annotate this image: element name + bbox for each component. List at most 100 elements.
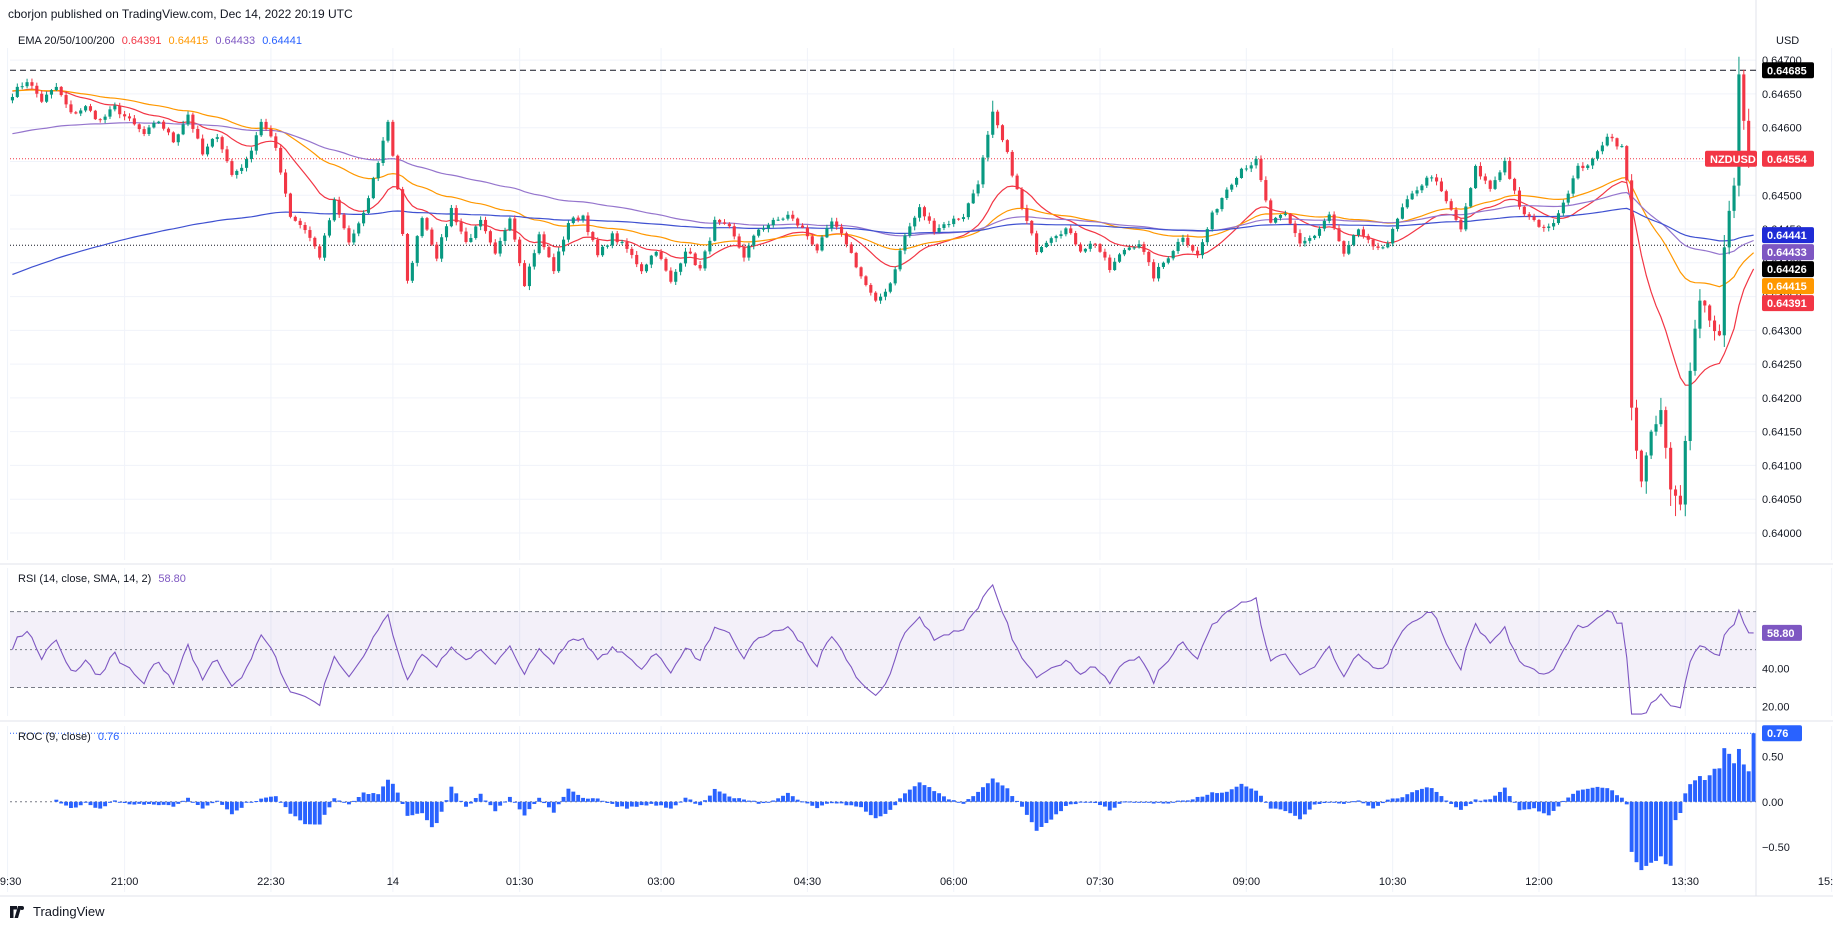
candle-150 <box>742 243 746 262</box>
candle-body-325 <box>1595 151 1600 159</box>
roc-bar-331 <box>1624 801 1629 805</box>
axes[interactable]: 0.647000.646500.646000.645500.645000.644… <box>0 55 1833 888</box>
candle-body-58 <box>293 216 297 221</box>
roc-bar-81 <box>405 801 410 816</box>
candle-353 <box>1732 177 1736 219</box>
roc-bar-298 <box>1463 801 1468 807</box>
candle-body-198 <box>976 184 980 194</box>
roc-bar-26 <box>137 801 142 804</box>
candle-body-68 <box>342 214 346 229</box>
candle-body-129 <box>640 264 644 272</box>
roc-bar-345 <box>1693 780 1697 802</box>
roc-bar-301 <box>1478 800 1483 802</box>
candle-140 <box>693 252 697 266</box>
roc-bar-104 <box>517 801 522 810</box>
roc-bar-84 <box>420 801 425 814</box>
candle-body-74 <box>371 178 375 199</box>
candle-body-324 <box>1591 158 1595 166</box>
roc-bar-135 <box>668 801 673 809</box>
candle-body-162 <box>800 225 805 228</box>
roc-bar-9 <box>54 799 59 802</box>
candle-body-259 <box>1274 217 1278 223</box>
candle-63 <box>318 244 322 260</box>
candle-body-348 <box>1708 305 1712 321</box>
roc-bar-162 <box>800 801 805 803</box>
rsi-legend[interactable]: RSI (14, close, SMA, 14, 2) 58.80 <box>18 573 190 585</box>
candle-body-165 <box>815 244 819 251</box>
candle-57 <box>288 192 292 219</box>
candle-146 <box>722 219 727 225</box>
candle-body-293 <box>1439 181 1443 192</box>
ema50-value: 0.64415 <box>168 35 209 47</box>
ema-legend[interactable]: EMA 20/50/100/200 0.64391 0.64415 0.6443… <box>18 35 306 47</box>
roc-bar-230 <box>1132 801 1137 803</box>
candle-225 <box>1108 254 1112 273</box>
roc-bar-310 <box>1522 801 1527 810</box>
candle-body-106 <box>527 266 531 287</box>
candle-body-281 <box>1381 247 1385 249</box>
roc-bar-278 <box>1366 801 1371 806</box>
candle-348 <box>1708 304 1712 328</box>
rsi-pane[interactable] <box>10 583 1756 715</box>
roc-bar-184 <box>907 789 912 802</box>
roc-bar-10 <box>59 801 64 804</box>
candle-body-318 <box>1561 202 1565 214</box>
candle-126 <box>625 238 629 253</box>
candle-350 <box>1717 324 1721 337</box>
candle-7 <box>45 91 49 103</box>
price-tick-label-12: 0.64100 <box>1762 460 1802 472</box>
candle-body-299 <box>1469 188 1473 207</box>
candle-body-178 <box>879 296 883 301</box>
candle-body-95 <box>474 226 478 238</box>
roc-bar-52 <box>264 797 268 802</box>
candle-271 <box>1332 211 1336 231</box>
candle-33 <box>171 131 175 144</box>
candle-body-70 <box>352 233 356 243</box>
candle-99 <box>493 239 497 255</box>
roc-bar-173 <box>854 801 859 807</box>
roc-bar-144 <box>712 788 717 802</box>
candle-287 <box>1410 190 1414 201</box>
brand-name: TradingView <box>33 904 105 919</box>
roc-bar-137 <box>678 801 683 803</box>
candle-body-346 <box>1698 300 1702 329</box>
candle-223 <box>1098 243 1102 253</box>
candle-50 <box>254 132 258 155</box>
roc-bar-185 <box>912 786 917 802</box>
candle-body-298 <box>1464 206 1468 230</box>
candle-62 <box>313 236 317 249</box>
roc-bar-235 <box>1156 801 1161 803</box>
roc-bar-148 <box>732 798 737 802</box>
candle-190 <box>937 224 941 234</box>
roc-bar-319 <box>1566 797 1571 802</box>
candle-141 <box>698 261 702 271</box>
candle-147 <box>727 222 731 229</box>
roc-bar-31 <box>161 801 166 805</box>
candle-body-206 <box>1015 175 1019 190</box>
roc-bar-19 <box>103 801 108 807</box>
roc-bar-32 <box>166 801 171 806</box>
roc-bar-96 <box>478 793 483 802</box>
candle-54 <box>274 132 278 151</box>
roc-bar-74 <box>371 793 376 802</box>
candle-body-295 <box>1449 201 1453 210</box>
candle-body-144 <box>713 219 717 241</box>
roc-bar-335 <box>1644 801 1649 866</box>
candle-3 <box>25 78 29 89</box>
candle-273 <box>1342 240 1346 257</box>
time-tick-label-7: 06:00 <box>940 876 968 888</box>
roc-legend[interactable]: ROC (9, close) 0.76 <box>18 731 123 743</box>
roc-pane[interactable] <box>10 732 1756 871</box>
candle-body-192 <box>947 224 951 226</box>
candle-165 <box>815 243 819 254</box>
roc-bar-189 <box>932 791 937 802</box>
roc-bar-93 <box>464 801 468 807</box>
candle-60 <box>303 222 307 234</box>
tradingview-brand[interactable]: TradingView <box>10 904 105 919</box>
candle-body-38 <box>196 128 200 139</box>
candles[interactable] <box>10 56 1756 517</box>
candle-body-76 <box>381 140 385 163</box>
roc-bar-222 <box>1093 801 1098 804</box>
price-tag-text-1: 0.64554 <box>1767 154 1808 166</box>
